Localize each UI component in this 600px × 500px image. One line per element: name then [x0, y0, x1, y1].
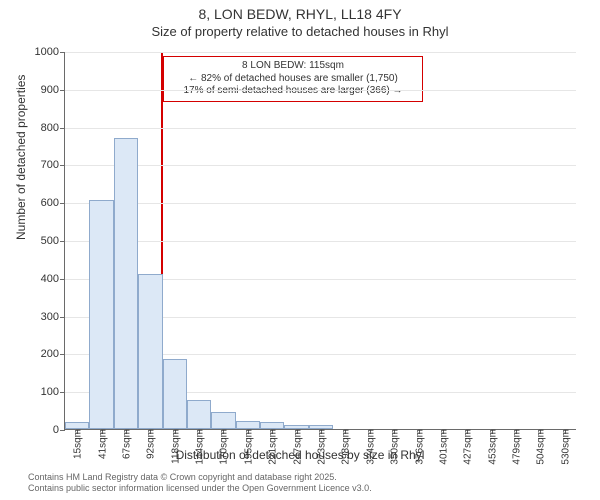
y-tick-label: 400: [41, 273, 65, 285]
gridline: [65, 203, 576, 204]
gridline: [65, 90, 576, 91]
page-subtitle: Size of property relative to detached ho…: [0, 24, 600, 39]
y-tick-label: 1000: [35, 46, 65, 58]
histogram-bar: [260, 422, 284, 429]
histogram-bar: [187, 400, 211, 429]
x-axis-label: Distribution of detached houses by size …: [0, 448, 600, 462]
annotation-box: 8 LON BEDW: 115sqm ← 82% of detached hou…: [163, 56, 423, 102]
histogram-bar: [65, 422, 89, 429]
y-tick-label: 0: [53, 424, 65, 436]
y-tick-label: 600: [41, 197, 65, 209]
histogram-bar: [211, 412, 235, 429]
page-title: 8, LON BEDW, RHYL, LL18 4FY: [0, 6, 600, 22]
gridline: [65, 52, 576, 53]
attribution-line2: Contains public sector information licen…: [28, 483, 372, 494]
annotation-line2: ← 82% of detached houses are smaller (1,…: [170, 73, 416, 86]
y-tick-label: 300: [41, 311, 65, 323]
annotation-line1: 8 LON BEDW: 115sqm: [170, 60, 416, 73]
attribution: Contains HM Land Registry data © Crown c…: [28, 472, 372, 495]
y-tick-label: 200: [41, 348, 65, 360]
y-tick-label: 500: [41, 235, 65, 247]
y-tick-label: 100: [41, 386, 65, 398]
histogram-bar: [89, 200, 113, 429]
chart-area: 8 LON BEDW: 115sqm ← 82% of detached hou…: [64, 52, 576, 430]
plot-area: 8 LON BEDW: 115sqm ← 82% of detached hou…: [64, 52, 576, 430]
histogram-bar: [236, 421, 260, 429]
attribution-line1: Contains HM Land Registry data © Crown c…: [28, 472, 372, 483]
histogram-bar: [114, 138, 138, 429]
gridline: [65, 165, 576, 166]
y-tick-label: 900: [41, 84, 65, 96]
y-axis-label: Number of detached properties: [14, 75, 28, 240]
histogram-bar: [163, 359, 187, 429]
gridline: [65, 128, 576, 129]
gridline: [65, 241, 576, 242]
y-tick-label: 800: [41, 122, 65, 134]
y-tick-label: 700: [41, 159, 65, 171]
annotation-line3: 17% of semi-detached houses are larger (…: [170, 85, 416, 98]
histogram-bar: [138, 274, 162, 429]
